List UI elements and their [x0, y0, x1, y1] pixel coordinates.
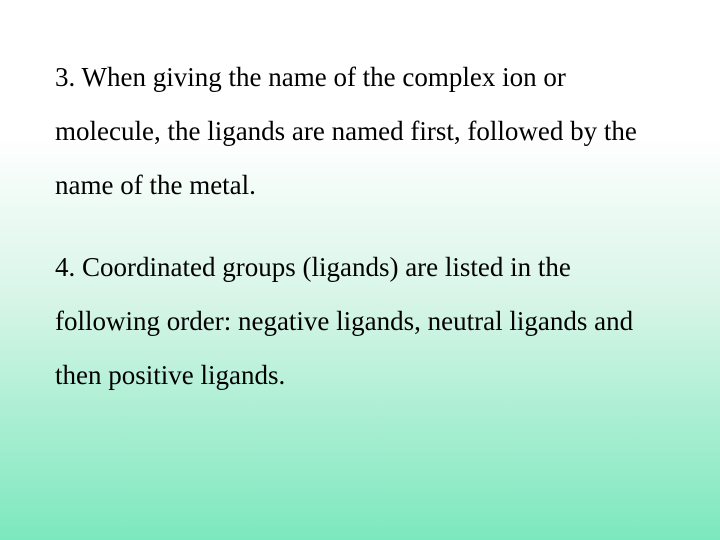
slide: 3. When giving the name of the complex i… — [0, 0, 720, 540]
paragraph-rule-4: 4. Coordinated groups (ligands) are list… — [55, 240, 665, 402]
paragraph-rule-3: 3. When giving the name of the complex i… — [55, 50, 665, 212]
